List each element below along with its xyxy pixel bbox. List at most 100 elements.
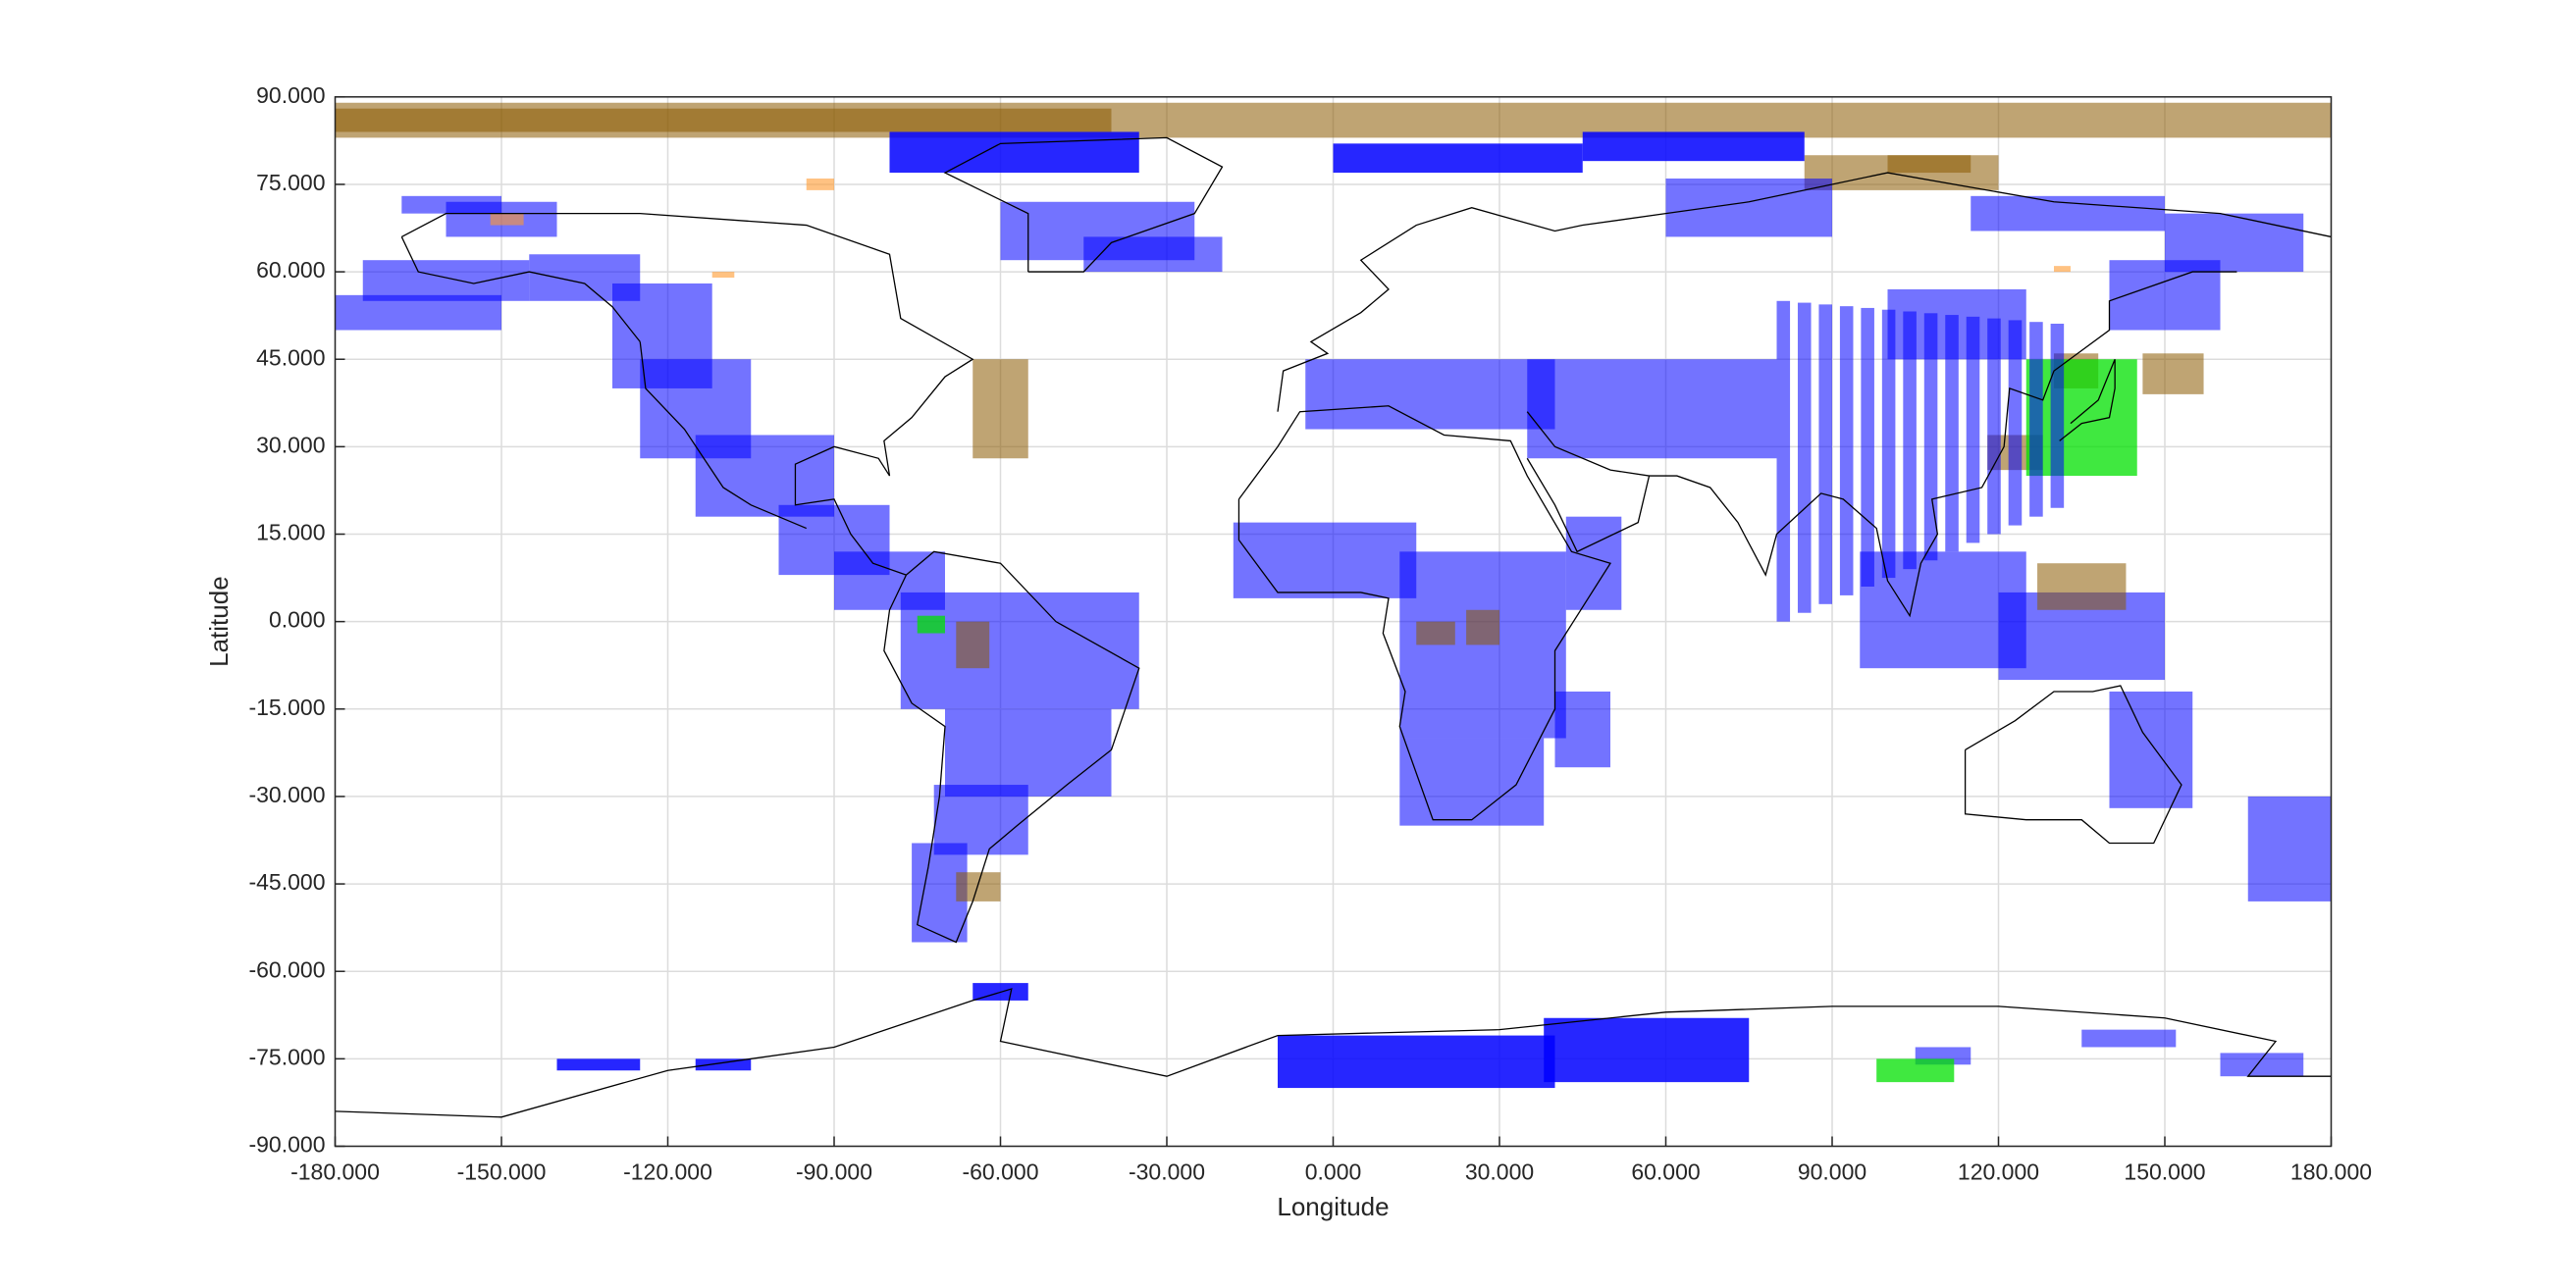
x-tick-label: 0.000: [1305, 1159, 1362, 1185]
footprint: [945, 708, 1112, 797]
footprint: [1233, 522, 1417, 598]
footprint: [2054, 266, 2071, 273]
coastlines: [335, 136, 2332, 1118]
footprint: [900, 592, 1139, 709]
x-tick-label: -180.000: [290, 1159, 380, 1185]
x-tick-label: 120.000: [1958, 1159, 2039, 1185]
footprint: [490, 213, 524, 226]
coastline: [1237, 405, 1612, 821]
x-tick-label: 90.000: [1798, 1159, 1866, 1185]
footprint: [2142, 353, 2204, 394]
coastline: [1964, 685, 2182, 845]
footprint: [1876, 1058, 1955, 1083]
footprint: [695, 1058, 752, 1071]
footprint: [1554, 691, 1610, 768]
coastline: [943, 136, 1224, 273]
footprint: [973, 359, 1028, 459]
y-tick-label: -60.000: [248, 956, 325, 982]
footprint: [1987, 318, 2001, 535]
y-tick-label: -30.000: [248, 782, 325, 807]
y-tick-label: 45.000: [256, 344, 325, 370]
footprint: [1797, 302, 1812, 613]
footprint: [1861, 307, 1874, 587]
footprint: [1582, 131, 1805, 162]
footprint: [1399, 738, 1545, 826]
coastline: [1277, 172, 2332, 412]
footprint: [2165, 213, 2304, 273]
y-tick-label: 15.000: [256, 520, 325, 545]
footprint: [1333, 143, 1583, 174]
y-tick-label: 90.000: [256, 82, 325, 108]
footprint: [362, 260, 530, 301]
footprint: [1887, 155, 1971, 174]
coastline: [400, 213, 1140, 944]
x-tick-label: -30.000: [1129, 1159, 1205, 1185]
footprint: [1903, 311, 1917, 570]
y-tick-label: -75.000: [248, 1044, 325, 1069]
y-tick-label: 75.000: [256, 170, 325, 195]
coastline: [1649, 271, 2237, 618]
footprint: [1945, 315, 1959, 552]
footprint: [1818, 304, 1832, 604]
footprint: [335, 294, 501, 331]
y-tick-label: 0.000: [269, 607, 326, 633]
y-tick-label: -15.000: [248, 695, 325, 720]
footprint: [806, 178, 834, 190]
footprint: [335, 108, 1112, 132]
x-tick-label: -60.000: [962, 1159, 1038, 1185]
footprint: [1966, 316, 1980, 543]
tick-labels: -180.000 -150.000 -120.000 -90.000 -60.000 -3…: [248, 82, 2372, 1185]
coastline: [639, 341, 808, 530]
x-tick-label: -150.000: [457, 1159, 547, 1185]
footprint: [2029, 322, 2043, 517]
coastline: [2059, 358, 2116, 441]
footprint: [711, 272, 735, 279]
x-tick-label: 30.000: [1465, 1159, 1534, 1185]
y-tick-label: 30.000: [256, 432, 325, 457]
y-tick-label: 60.000: [256, 257, 325, 283]
footprint: [2008, 320, 2023, 526]
footprint: [1527, 359, 1777, 459]
footprint: [2050, 323, 2065, 508]
y-axis-label: Latitude: [204, 576, 234, 667]
footprint: [1305, 359, 1555, 430]
footprint: [1466, 609, 1499, 645]
x-tick-label: 60.000: [1631, 1159, 1700, 1185]
x-tick-label: 150.000: [2124, 1159, 2205, 1185]
footprint: [956, 872, 1001, 902]
footprint: [1416, 621, 1455, 645]
footprint: [401, 195, 501, 214]
footprint: [2081, 1029, 2177, 1048]
y-tick-label: -90.000: [248, 1132, 325, 1158]
footprint: [2025, 359, 2137, 477]
y-tick-label: -45.000: [248, 869, 325, 895]
footprint: [695, 435, 834, 517]
footprint: [1278, 1035, 1555, 1089]
footprint: [1565, 516, 1622, 610]
x-tick-label: -120.000: [623, 1159, 712, 1185]
x-axis-label: Longitude: [1277, 1192, 1389, 1221]
x-tick-label: 180.000: [2290, 1159, 2372, 1185]
footprint: [889, 131, 1139, 174]
footprint: [956, 621, 990, 669]
footprint: [2109, 691, 2193, 808]
footprint: [917, 615, 945, 634]
footprint: [2220, 1053, 2304, 1077]
coastline: [335, 988, 2332, 1118]
footprint: [1839, 306, 1854, 595]
footprints: [335, 102, 2332, 1089]
footprint: [1665, 178, 1832, 237]
footprint: [1881, 309, 1896, 579]
footprint: [2247, 796, 2332, 902]
coastline: [1526, 411, 1651, 553]
footprint: [1083, 236, 1223, 273]
footprint: [1544, 1017, 1750, 1083]
footprint: [1776, 300, 1791, 622]
x-tick-label: -90.000: [796, 1159, 872, 1185]
coastline: [400, 236, 641, 342]
footprint: [2037, 563, 2127, 610]
footprint: [556, 1058, 641, 1071]
footprint: [1971, 195, 2165, 232]
